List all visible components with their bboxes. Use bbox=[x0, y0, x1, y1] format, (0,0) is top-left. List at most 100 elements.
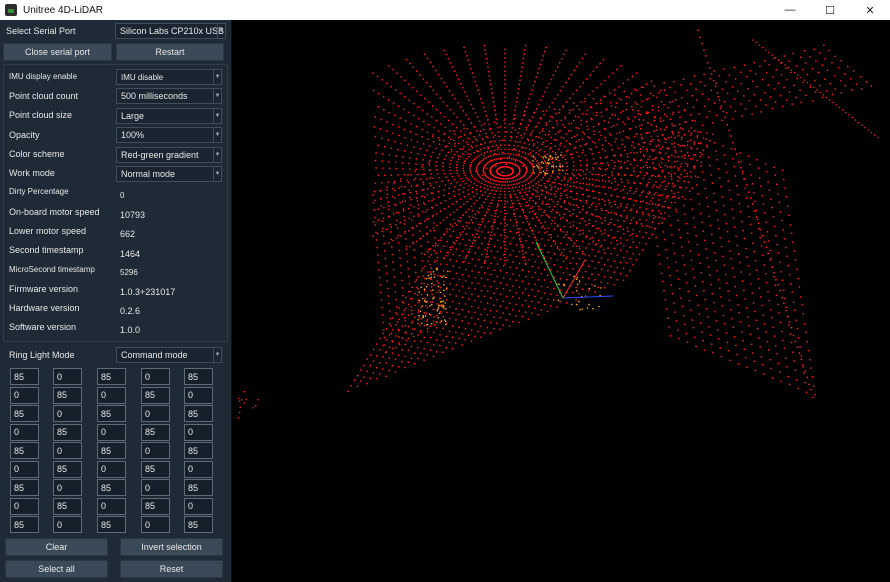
ring-light-cell[interactable]: 85 bbox=[141, 423, 170, 441]
ring-light-cell[interactable]: 85 bbox=[97, 368, 126, 385]
point-cloud-canvas[interactable] bbox=[233, 20, 890, 582]
ring-light-cell[interactable]: 85 bbox=[53, 386, 82, 404]
chevron-down-icon: ▼ bbox=[213, 167, 221, 181]
ring-light-mode-select[interactable]: Command mode ▼ bbox=[116, 347, 222, 363]
ring-light-cell[interactable]: 85 bbox=[141, 497, 170, 515]
maximize-button[interactable]: ☐ bbox=[825, 4, 835, 17]
ring-light-cell[interactable]: 85 bbox=[97, 442, 126, 459]
ring-light-cell[interactable]: 0 bbox=[10, 460, 39, 478]
ring-light-mode-value: Command mode bbox=[121, 350, 188, 360]
close-button[interactable]: ✕ bbox=[865, 4, 875, 17]
ring-light-cell[interactable]: 0 bbox=[97, 423, 126, 441]
ring-light-cell[interactable]: 85 bbox=[184, 479, 213, 496]
ring-light-cell[interactable]: 0 bbox=[97, 497, 126, 515]
chevron-down-icon: ▼ bbox=[213, 109, 221, 123]
select-all-button[interactable]: Select all bbox=[5, 560, 108, 578]
color-scheme-select[interactable]: Red-green gradient ▼ bbox=[116, 147, 222, 163]
ring-light-cell[interactable]: 85 bbox=[10, 405, 39, 422]
point-cloud-count-label: Point cloud count bbox=[9, 91, 79, 101]
ring-light-cell[interactable]: 85 bbox=[10, 368, 39, 385]
work-mode-value: Normal mode bbox=[121, 169, 176, 179]
onboard-motor-speed-label: On-board motor speed bbox=[9, 207, 100, 217]
point-cloud-count-value: 500 milliseconds bbox=[121, 91, 188, 101]
app-icon bbox=[5, 4, 17, 16]
ring-light-cell[interactable]: 85 bbox=[53, 460, 82, 478]
ring-light-cell[interactable]: 85 bbox=[184, 405, 213, 422]
ring-light-cell[interactable]: 85 bbox=[10, 516, 39, 533]
point-cloud-size-label: Point cloud size bbox=[9, 110, 73, 120]
ring-light-cell[interactable]: 0 bbox=[97, 386, 126, 404]
ring-light-cell[interactable]: 85 bbox=[53, 423, 82, 441]
ring-light-cell[interactable]: 0 bbox=[184, 386, 213, 404]
dirty-percentage-value: 0 bbox=[120, 191, 125, 200]
ring-light-cell[interactable]: 85 bbox=[141, 460, 170, 478]
settings-section bbox=[3, 64, 228, 342]
close-serial-port-button[interactable]: Close serial port bbox=[3, 43, 112, 61]
ring-light-cell[interactable]: 0 bbox=[10, 386, 39, 404]
point-cloud-size-select[interactable]: Large ▼ bbox=[116, 108, 222, 124]
ring-light-cell[interactable]: 0 bbox=[141, 368, 170, 385]
ring-light-cell[interactable]: 0 bbox=[53, 442, 82, 459]
ring-light-mode-label: Ring Light Mode bbox=[9, 350, 75, 360]
reset-button[interactable]: Reset bbox=[120, 560, 223, 578]
ring-light-cell[interactable]: 0 bbox=[97, 460, 126, 478]
lower-motor-speed-label: Lower motor speed bbox=[9, 226, 87, 236]
invert-selection-button[interactable]: Invert selection bbox=[120, 538, 223, 556]
ring-light-cell[interactable]: 85 bbox=[97, 479, 126, 496]
work-mode-select[interactable]: Normal mode ▼ bbox=[116, 166, 222, 182]
chevron-down-icon: ▼ bbox=[217, 24, 225, 38]
point-cloud-viewport[interactable] bbox=[233, 20, 890, 582]
clear-button[interactable]: Clear bbox=[5, 538, 108, 556]
color-scheme-label: Color scheme bbox=[9, 149, 65, 159]
imu-display-label: IMU display enable bbox=[9, 72, 78, 81]
point-cloud-size-value: Large bbox=[121, 111, 145, 121]
ring-light-cell[interactable]: 0 bbox=[141, 405, 170, 422]
hardware-version-label: Hardware version bbox=[9, 303, 80, 313]
serial-port-select[interactable]: Silicon Labs CP210x USB ▼ bbox=[115, 23, 226, 39]
opacity-value: 100% bbox=[121, 130, 145, 140]
serial-port-value: Silicon Labs CP210x USB bbox=[120, 26, 225, 36]
ring-light-cell[interactable]: 85 bbox=[97, 516, 126, 533]
ring-light-cell[interactable]: 85 bbox=[141, 386, 170, 404]
ring-light-cell[interactable]: 0 bbox=[184, 497, 213, 515]
ring-light-cell[interactable]: 0 bbox=[53, 516, 82, 533]
hardware-version-value: 0.2.6 bbox=[120, 306, 141, 316]
ring-light-cell[interactable]: 0 bbox=[141, 516, 170, 533]
ring-light-cell[interactable]: 85 bbox=[10, 442, 39, 459]
ring-light-cell[interactable]: 85 bbox=[10, 479, 39, 496]
minimize-button[interactable]: — bbox=[784, 4, 796, 16]
ring-light-cell[interactable]: 0 bbox=[141, 442, 170, 459]
ring-light-cell[interactable]: 85 bbox=[53, 497, 82, 515]
dirty-percentage-label: Dirty Percentage bbox=[9, 187, 69, 196]
second-timestamp-value: 1464 bbox=[120, 249, 141, 259]
ring-light-cell[interactable]: 0 bbox=[53, 479, 82, 496]
second-timestamp-label: Second timestamp bbox=[9, 245, 84, 255]
opacity-select[interactable]: 100% ▼ bbox=[116, 127, 222, 143]
point-cloud-count-select[interactable]: 500 milliseconds ▼ bbox=[116, 88, 222, 104]
imu-display-select[interactable]: IMU disable ▼ bbox=[116, 69, 222, 85]
lower-motor-speed-value: 662 bbox=[120, 229, 136, 239]
ring-light-cell[interactable]: 85 bbox=[184, 516, 213, 533]
software-version-label: Software version bbox=[9, 322, 77, 332]
chevron-down-icon: ▼ bbox=[213, 89, 221, 103]
ring-light-cell[interactable]: 0 bbox=[10, 423, 39, 441]
window-controls: — ☐ ✕ bbox=[770, 0, 890, 20]
work-mode-label: Work mode bbox=[9, 168, 55, 178]
ring-light-cell[interactable]: 0 bbox=[184, 423, 213, 441]
ring-light-cell[interactable]: 0 bbox=[184, 460, 213, 478]
chevron-down-icon: ▼ bbox=[213, 128, 221, 142]
ring-light-cell[interactable]: 0 bbox=[53, 405, 82, 422]
software-version-value: 1.0.0 bbox=[120, 325, 141, 335]
serial-port-label: Select Serial Port bbox=[6, 26, 76, 36]
ring-light-cell[interactable]: 85 bbox=[97, 405, 126, 422]
ring-light-cell[interactable]: 0 bbox=[141, 479, 170, 496]
chevron-down-icon: ▼ bbox=[213, 70, 221, 84]
ring-light-cell[interactable]: 0 bbox=[53, 368, 82, 385]
microsecond-timestamp-label: MicroSecond timestamp bbox=[9, 265, 95, 274]
ring-light-cell[interactable]: 85 bbox=[184, 368, 213, 385]
ring-light-cell[interactable]: 85 bbox=[184, 442, 213, 459]
ring-light-cell[interactable]: 0 bbox=[10, 497, 39, 515]
firmware-version-label: Firmware version bbox=[9, 284, 79, 294]
window-title: Unitree 4D-LiDAR bbox=[23, 4, 104, 16]
restart-button[interactable]: Restart bbox=[116, 43, 224, 61]
